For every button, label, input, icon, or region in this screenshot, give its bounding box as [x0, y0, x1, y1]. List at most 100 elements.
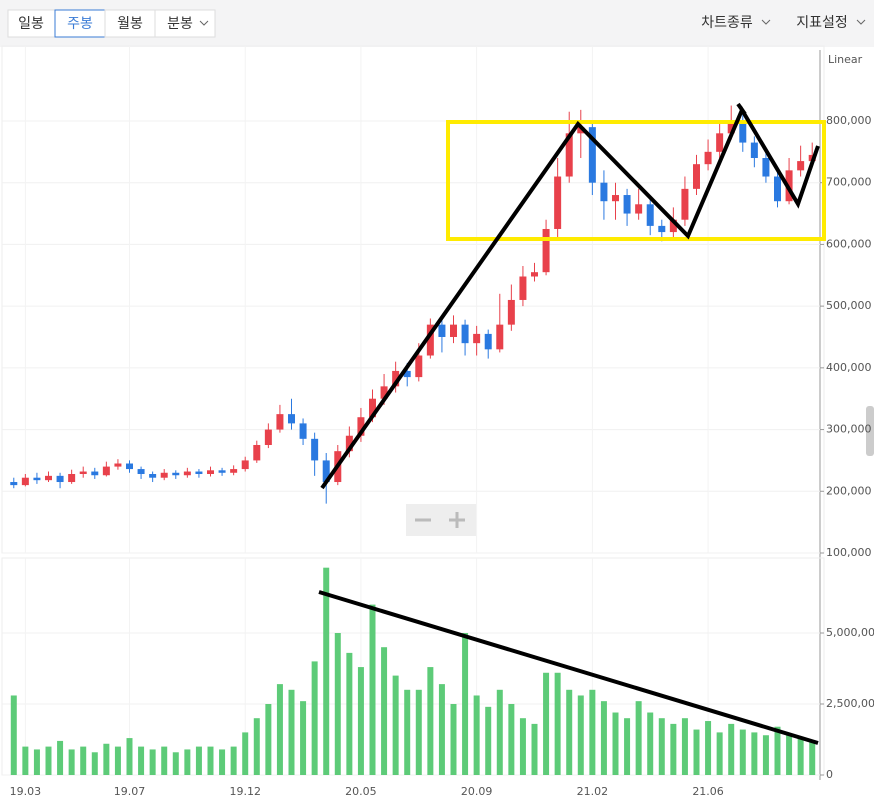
volume-trend-line	[318, 590, 819, 745]
volume-bar	[392, 675, 399, 775]
candle-body	[450, 324, 457, 337]
y-tick-label: 2,500,000	[826, 697, 874, 710]
volume-bar	[658, 718, 665, 775]
candle-body	[311, 438, 319, 461]
volume-bar	[300, 701, 307, 775]
volume-bar	[531, 723, 538, 775]
candle-body	[10, 482, 18, 486]
candle-body	[519, 276, 527, 300]
candle-body	[415, 355, 423, 378]
chevron	[199, 20, 209, 26]
volume-bar	[566, 689, 573, 775]
candle-body	[33, 477, 41, 481]
volume-bar	[138, 746, 145, 775]
volume-bar	[705, 721, 712, 775]
volume-bar	[415, 689, 422, 775]
volume-bar	[276, 684, 283, 775]
y-tick-label: 200,000	[826, 484, 872, 497]
candle-body	[264, 429, 272, 445]
volume-bar	[496, 689, 503, 775]
annotations	[318, 102, 826, 745]
candle-body	[716, 133, 724, 152]
volume-bar	[103, 743, 110, 775]
candle-body	[68, 474, 76, 483]
volume-bar	[577, 695, 584, 775]
candle-body	[207, 470, 214, 475]
volume-bar	[45, 746, 52, 775]
candle-body	[357, 417, 365, 436]
volume-bar	[774, 726, 781, 775]
volume-bar	[172, 752, 179, 775]
volume-bar	[438, 684, 445, 775]
y-tick-label: 300,000	[826, 423, 872, 436]
candle-body	[288, 414, 295, 424]
tab-label[interactable]: 분봉	[167, 16, 193, 32]
trend-line	[320, 105, 820, 490]
tab-box[interactable]	[7, 9, 56, 38]
volume-bar	[195, 746, 202, 775]
candle-body	[380, 386, 388, 399]
volume-bar	[589, 689, 596, 775]
candle-body	[345, 435, 353, 452]
candle-body	[102, 466, 110, 476]
volume-bar	[91, 752, 98, 775]
tab-label[interactable]: 월봉	[117, 16, 143, 32]
volume-bar	[693, 729, 700, 775]
candle-body	[183, 471, 191, 476]
volume-bar	[80, 746, 87, 775]
volume-bar	[450, 704, 457, 775]
volume-bar	[149, 749, 156, 775]
volume-bar	[323, 567, 330, 775]
volume-bar	[762, 735, 769, 775]
candle-body	[426, 324, 434, 356]
y-tick-label: 0	[826, 768, 833, 781]
candle-body	[369, 398, 376, 418]
volume-bar	[311, 661, 318, 775]
candle-body	[554, 176, 562, 229]
scroll-handle[interactable]	[866, 406, 874, 456]
volume-bar	[381, 647, 388, 775]
candle-body	[253, 444, 261, 461]
volume-bar	[357, 667, 364, 775]
tab-label[interactable]: 일봉	[18, 16, 44, 32]
candle-body	[276, 414, 284, 430]
candle-body	[612, 195, 619, 202]
candle-body	[241, 460, 249, 470]
volume-bar	[427, 667, 434, 775]
volume-bar	[404, 689, 411, 775]
indicator-menu[interactable]: 지표설정	[796, 15, 848, 31]
volume-bar	[809, 740, 816, 775]
zoom-in[interactable]	[449, 512, 465, 528]
candle-body	[114, 463, 122, 467]
candle-body	[126, 463, 133, 470]
candle-body	[299, 423, 307, 439]
volume-bar	[114, 746, 121, 775]
x-tick-label: 20.09	[461, 785, 493, 798]
candle-body	[646, 204, 654, 226]
tab-box[interactable]	[104, 9, 156, 38]
candle-body	[230, 469, 238, 473]
volume-bar	[485, 706, 492, 775]
candle-body	[727, 120, 735, 134]
tab-label[interactable]: 주봉	[67, 16, 93, 32]
volume-bar	[334, 633, 341, 775]
candle-body	[507, 299, 515, 325]
y-tick-label: 600,000	[826, 237, 872, 250]
candle-body	[137, 469, 145, 475]
y-tick-label: 5,000,000	[826, 626, 874, 639]
candle-body	[600, 182, 608, 202]
candle-body	[577, 127, 585, 134]
candle-body	[681, 188, 689, 220]
tab-box[interactable]	[54, 9, 106, 38]
zoom-controls	[406, 504, 476, 536]
y-tick-label: 100,000	[826, 546, 872, 559]
chart-type-menu[interactable]: 차트종류	[701, 15, 753, 31]
volume-bar	[635, 701, 642, 775]
candle-body	[635, 204, 643, 214]
x-tick-label: 19.07	[114, 785, 146, 798]
candle-body	[45, 475, 52, 481]
volume-bar	[242, 732, 249, 775]
candle-body	[669, 219, 677, 233]
candle-body	[56, 475, 64, 483]
